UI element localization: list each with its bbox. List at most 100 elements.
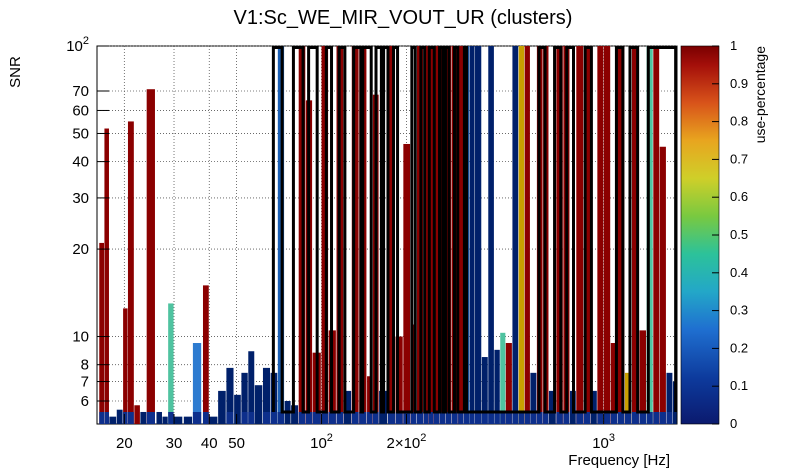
heatmap-cell-low (321, 412, 329, 424)
contour-outline (271, 46, 678, 414)
heatmap-column (653, 46, 660, 424)
x-tick-label: 20 (116, 435, 133, 452)
heatmap-cell-low (410, 412, 417, 424)
heatmap-column (631, 46, 639, 424)
heatmap-cell-low (270, 412, 278, 424)
heatmap-column (234, 394, 241, 424)
heatmap-column (617, 46, 625, 424)
heatmap-cell-low (428, 412, 434, 424)
heatmap-cell-low (277, 412, 285, 424)
heatmap-column (156, 411, 162, 424)
z-tick-label: 0.4 (730, 265, 748, 280)
heatmap-cell-low (433, 412, 440, 424)
heatmap-column (109, 416, 117, 424)
z-tick-label: 1 (730, 38, 737, 53)
heatmap-cell-low (248, 412, 255, 424)
heatmap-column (162, 416, 168, 424)
heatmap-column (524, 46, 530, 424)
y-tick-label: 8 (81, 357, 89, 374)
color-scale-title: use-percentage (752, 46, 768, 144)
heatmap-cell-low (475, 412, 482, 424)
heatmap-cell-low (464, 412, 470, 424)
y-tick-label: 50 (72, 125, 89, 142)
heatmap-cell-low (312, 412, 321, 424)
heatmap-cell-low (439, 412, 445, 424)
heatmap-cell-low (500, 412, 506, 424)
x-tick-label: 2×102 (386, 432, 426, 452)
heatmap-column (395, 336, 403, 424)
heatmap-column (488, 46, 494, 424)
heatmap-cell-low (518, 412, 525, 424)
heatmap-cell-low (666, 412, 673, 424)
heatmap-column (218, 390, 226, 424)
y-tick-label: 20 (72, 241, 89, 258)
heatmap-column (343, 390, 352, 424)
heatmap-column (104, 128, 109, 424)
heatmap-cell-low (328, 412, 336, 424)
heatmap-cell-low (168, 412, 174, 424)
heatmap-column (134, 405, 140, 424)
heatmap-column (226, 367, 234, 424)
heatmap-cell-low (445, 412, 452, 424)
heatmap-column (518, 46, 525, 424)
z-tick-label: 0.6 (730, 189, 748, 204)
heatmap-cell-low (262, 412, 271, 424)
heatmap-cell-low (536, 412, 543, 424)
z-tick-label: 0.5 (730, 227, 748, 242)
heatmap-cell-low (505, 412, 512, 424)
heatmap-cell-low (202, 412, 209, 424)
heatmap-column (123, 308, 128, 424)
heatmap-column (321, 46, 329, 424)
heatmap-column (597, 46, 604, 424)
y-axis: 6 78 10 20 30 40 50 60 70 102 (66, 35, 109, 410)
heatmap-column (500, 332, 506, 424)
color-scale-axis: 0 0.1 0.2 0.3 0.4 0.5 0.6 0.7 0.8 0.9 1 (712, 38, 748, 431)
x-tick-label: 40 (201, 435, 218, 452)
chart-title: V1:Sc_WE_MIR_VOUT_UR (clusters) (234, 7, 573, 29)
heatmap-column (494, 349, 500, 424)
heatmap-column (666, 372, 673, 424)
z-tick-label: 0.2 (730, 340, 748, 355)
heatmap-cell-low (617, 412, 625, 424)
heatmap-cell-low (610, 412, 617, 424)
y-tick-label: 70 (72, 83, 89, 100)
z-tick-label: 0.3 (730, 303, 748, 318)
x-tick-label: 102 (310, 432, 333, 452)
x-tick-label: 30 (166, 435, 183, 452)
contour-path (271, 46, 678, 414)
x-tick-label: 50 (228, 435, 245, 452)
heatmap-column (428, 46, 434, 424)
heatmap-column (403, 143, 411, 425)
heatmap-cell-low (351, 412, 359, 424)
heatmap-column (183, 416, 193, 424)
heatmap-cell-low (524, 412, 530, 424)
heatmap-column (146, 89, 155, 424)
z-tick-label: 0.8 (730, 114, 748, 129)
heatmap-cell-low (512, 412, 519, 424)
heatmap-column (410, 324, 417, 424)
heatmap-cell-low (597, 412, 604, 424)
heatmap-cell-low (481, 412, 488, 424)
heatmap-cell-low (624, 412, 632, 424)
heatmap-column (174, 416, 183, 424)
heatmap-column (548, 390, 556, 424)
heatmap-column (512, 46, 519, 424)
heatmap-cell-low (192, 412, 202, 424)
z-tick-label: 0 (730, 416, 737, 431)
heatmap-column (475, 46, 482, 424)
heatmap-column (659, 146, 666, 424)
heatmap-column (209, 416, 218, 424)
heatmap-column (603, 46, 611, 424)
heatmap-cell-low (395, 412, 403, 424)
x-tick-label: 103 (592, 432, 615, 452)
heatmap-cell-low (639, 412, 647, 424)
heatmap-cell-low (99, 412, 105, 424)
heatmap-cell-low (241, 412, 248, 424)
heatmap-column (351, 46, 359, 424)
heatmap-cell-low (563, 412, 570, 424)
heatmap-column (127, 121, 134, 424)
heatmap-column (624, 372, 632, 424)
heatmap-column (387, 46, 395, 424)
heatmap-column (291, 405, 299, 424)
heatmap-cell-low (367, 412, 373, 424)
